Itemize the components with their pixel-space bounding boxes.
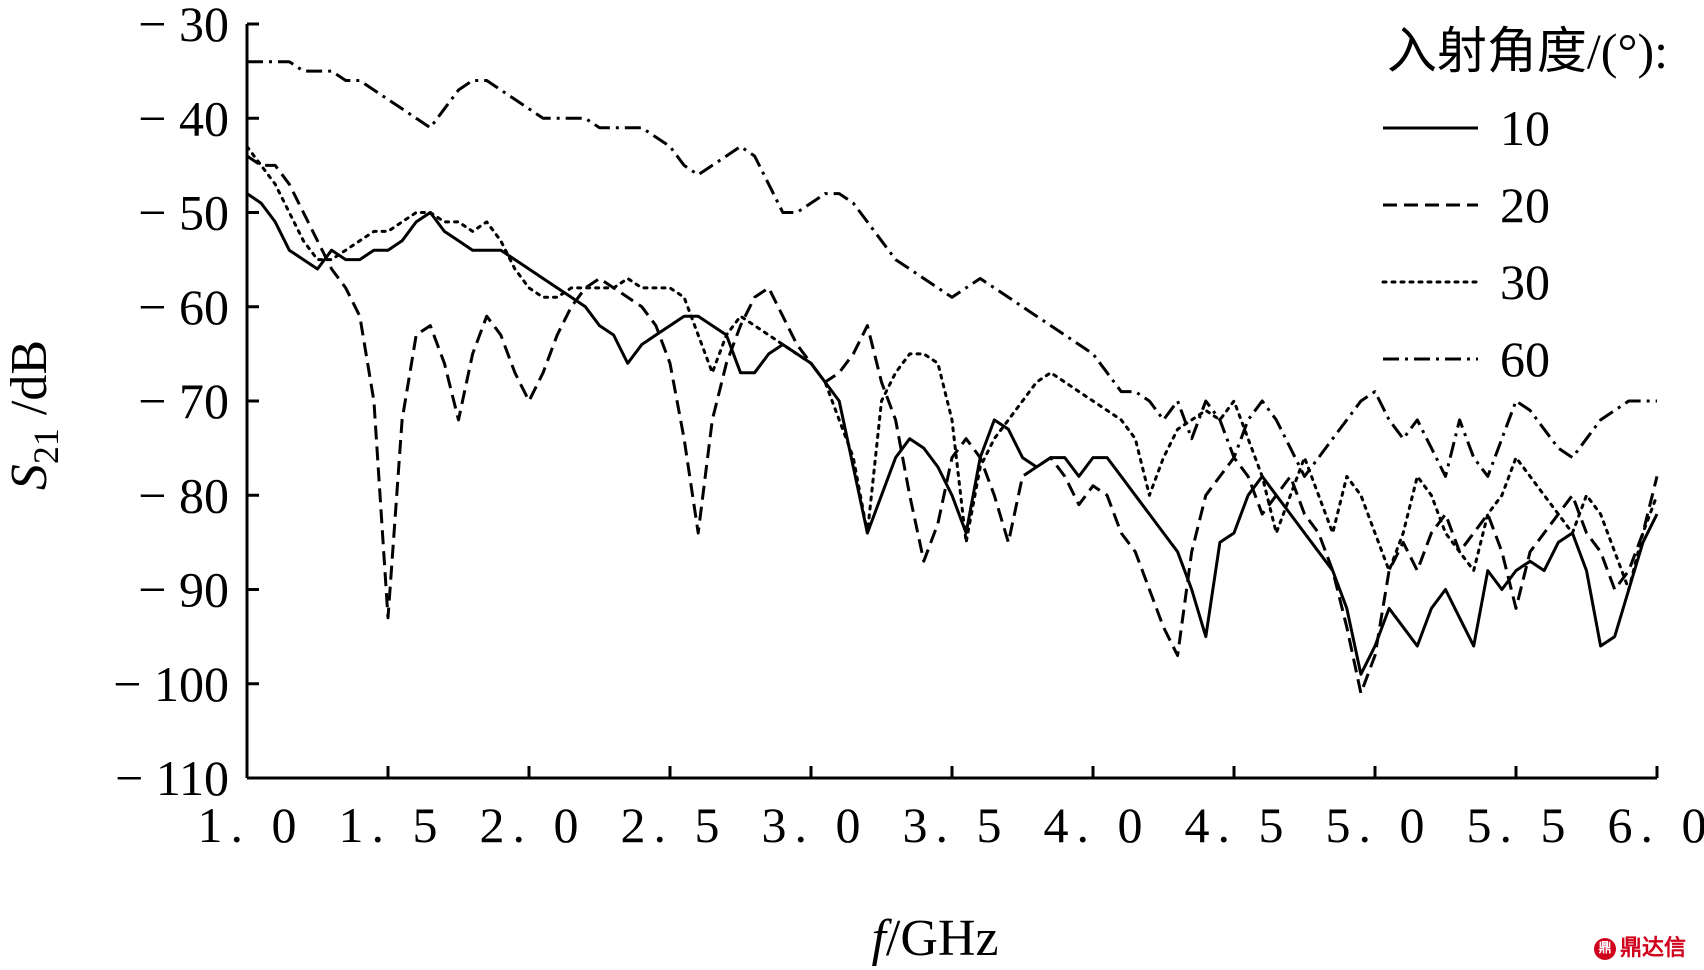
y-tick-label: − 60 <box>138 279 229 335</box>
y-tick-label: − 50 <box>138 185 229 241</box>
x-tick-label: 2. 5 <box>621 797 728 853</box>
y-tick-label: − 40 <box>138 90 229 146</box>
x-tick-label: 4. 5 <box>1185 797 1292 853</box>
watermark-text: 鼎达信 <box>1619 936 1686 961</box>
x-tick-label: 2. 0 <box>480 797 587 853</box>
axis-titles: f/GHz S21 /dB <box>1 340 999 967</box>
x-tick-label: 4. 0 <box>1044 797 1151 853</box>
y-tick-label: − 70 <box>138 373 229 429</box>
series-line-20 <box>246 154 1659 695</box>
watermark-logo-icon: 鼎 <box>1593 938 1616 960</box>
legend-title: 入射角度/(°): <box>1387 23 1668 79</box>
legend-label-30: 30 <box>1500 254 1550 310</box>
x-tick-label: 1. 0 <box>198 797 305 853</box>
y-tick-label: − 100 <box>113 656 229 712</box>
x-tick-label: 3. 0 <box>762 797 869 853</box>
legend: 入射角度/(°): 10 20 30 60 <box>1381 23 1668 387</box>
x-tick-label: 1. 5 <box>339 797 446 853</box>
x-axis-title: f/GHz <box>871 910 998 967</box>
series-line-10 <box>246 192 1659 676</box>
y-tick-label: − 90 <box>138 562 229 618</box>
plot-area <box>245 60 1659 695</box>
axes <box>245 22 1659 780</box>
series-line-30 <box>245 145 1659 591</box>
x-tick-label: 3. 5 <box>903 797 1010 853</box>
legend-label-60: 60 <box>1500 331 1550 387</box>
x-tick-label: 6. 0 <box>1608 797 1704 853</box>
y-tick-label: − 30 <box>138 0 229 52</box>
y-tick-label: − 110 <box>115 750 229 806</box>
tick-labels: 1. 0 1. 5 2. 0 2. 5 3. 0 3. 5 4. 0 4. 5 5. 0 5. 5… <box>113 0 1704 853</box>
legend-label-20: 20 <box>1500 177 1550 233</box>
x-tick-label: 5. 0 <box>1326 797 1433 853</box>
legend-label-10: 10 <box>1500 100 1550 156</box>
x-tick-label: 5. 5 <box>1467 797 1574 853</box>
y-axis-title: S21 /dB <box>1 340 66 490</box>
y-tick-label: − 80 <box>138 467 229 523</box>
series-line-60 <box>247 60 1657 478</box>
watermark: 鼎鼎达信 <box>1593 930 1686 962</box>
